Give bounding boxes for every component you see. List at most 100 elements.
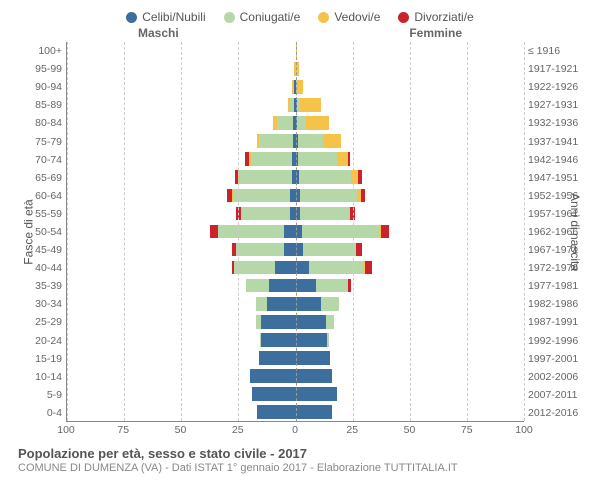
- age-tick: 10-14: [18, 368, 66, 386]
- bar-segment: [261, 333, 295, 347]
- birthyear-tick: 1992-1996: [524, 332, 582, 350]
- bar-segment: [240, 170, 293, 184]
- bar-segment: [259, 351, 296, 365]
- gridline: [67, 42, 68, 421]
- x-axis: 1007550250255075100: [18, 424, 582, 438]
- bar-segment: [303, 243, 356, 257]
- legend-label: Vedovi/e: [334, 10, 380, 24]
- birthyear-tick: 1997-2001: [524, 350, 582, 368]
- x-tick: 25: [232, 424, 244, 436]
- legend-item: Celibi/Nubili: [126, 10, 205, 24]
- birthyear-tick: 1947-1951: [524, 169, 582, 187]
- birthyear-tick: 1932-1936: [524, 114, 582, 132]
- birthyear-tick: 1982-1986: [524, 295, 582, 313]
- bar-segment: [269, 279, 295, 293]
- bar-segment: [321, 297, 339, 311]
- birthyear-tick: 2007-2011: [524, 386, 582, 404]
- age-tick: 75-79: [18, 132, 66, 150]
- age-tick: 100+: [18, 42, 66, 60]
- bar-segment: [275, 261, 296, 275]
- bar-segment: [297, 80, 304, 94]
- chart-title: Popolazione per età, sesso e stato civil…: [18, 446, 582, 461]
- bar-segment: [233, 189, 290, 203]
- legend-swatch: [398, 12, 409, 23]
- bar-segment: [236, 243, 284, 257]
- bar-segment: [361, 189, 366, 203]
- bar-segment: [257, 405, 296, 419]
- birthyear-tick: 2002-2006: [524, 368, 582, 386]
- gender-labels: Maschi Femmine: [18, 26, 582, 42]
- bar-segment: [316, 279, 348, 293]
- bar-segment: [296, 279, 317, 293]
- bar-segment: [261, 315, 295, 329]
- bar-segment: [327, 333, 328, 347]
- age-tick: 0-4: [18, 404, 66, 422]
- gridline: [124, 42, 125, 421]
- age-tick: 65-69: [18, 169, 66, 187]
- birthyear-tick: 2012-2016: [524, 404, 582, 422]
- gridline: [353, 42, 354, 421]
- birthyear-tick: 1917-1921: [524, 60, 582, 78]
- bar-segment: [251, 152, 292, 166]
- bar-segment: [296, 315, 327, 329]
- bar-segment: [234, 261, 275, 275]
- bar-segment: [250, 369, 296, 383]
- gridline: [410, 42, 411, 421]
- bar-segment: [296, 297, 321, 311]
- birthyear-tick: 1937-1941: [524, 132, 582, 150]
- gridline: [181, 42, 182, 421]
- bar-segment: [267, 297, 296, 311]
- bar-segment: [309, 261, 364, 275]
- legend-swatch: [318, 12, 329, 23]
- bar-segment: [365, 261, 372, 275]
- age-tick: 80-84: [18, 114, 66, 132]
- x-tick: 50: [175, 424, 187, 436]
- gridline: [296, 42, 297, 421]
- gridline: [524, 42, 525, 421]
- footer: Popolazione per età, sesso e stato civil…: [18, 446, 582, 474]
- bar-segment: [218, 225, 284, 239]
- legend: Celibi/NubiliConiugati/eVedovi/eDivorzia…: [18, 10, 582, 24]
- bar-segment: [246, 279, 269, 293]
- bar-segment: [300, 98, 321, 112]
- bar-segment: [277, 116, 293, 130]
- bar-segment: [210, 225, 218, 239]
- bar-segment: [323, 134, 341, 148]
- legend-swatch: [224, 12, 235, 23]
- bar-segment: [348, 279, 351, 293]
- male-label: Maschi: [138, 26, 179, 40]
- x-tick: 75: [117, 424, 129, 436]
- x-tick: 25: [346, 424, 358, 436]
- bar-segment: [300, 189, 357, 203]
- bar-segment: [300, 207, 349, 221]
- chart-subtitle: COMUNE DI DUMENZA (VA) - Dati ISTAT 1° g…: [18, 462, 582, 474]
- bar-segment: [298, 134, 323, 148]
- legend-label: Celibi/Nubili: [142, 10, 205, 24]
- bar-segment: [296, 261, 310, 275]
- bar-segment: [356, 243, 362, 257]
- bar-segment: [299, 170, 352, 184]
- bar-segment: [259, 134, 293, 148]
- legend-label: Coniugati/e: [240, 10, 301, 24]
- birthyear-tick: 1922-1926: [524, 78, 582, 96]
- age-tick: 85-89: [18, 96, 66, 114]
- birthyear-tick: 1977-1981: [524, 277, 582, 295]
- bar-segment: [348, 152, 350, 166]
- female-label: Femmine: [409, 26, 462, 40]
- bar-segment: [337, 152, 348, 166]
- bar-segment: [296, 333, 328, 347]
- legend-swatch: [126, 12, 137, 23]
- bar-segment: [284, 225, 295, 239]
- bar-segment: [381, 225, 389, 239]
- bar-segment: [326, 315, 334, 329]
- bar-segment: [306, 116, 329, 130]
- birthyear-tick: 1987-1991: [524, 313, 582, 331]
- x-tick: 50: [404, 424, 416, 436]
- birthyear-tick: ≤ 1916: [524, 42, 582, 60]
- age-tick: 30-34: [18, 295, 66, 313]
- bar-segment: [284, 243, 295, 257]
- gridline: [238, 42, 239, 421]
- bar-segment: [297, 116, 306, 130]
- birthyear-tick: 1942-1946: [524, 151, 582, 169]
- age-tick: 20-24: [18, 332, 66, 350]
